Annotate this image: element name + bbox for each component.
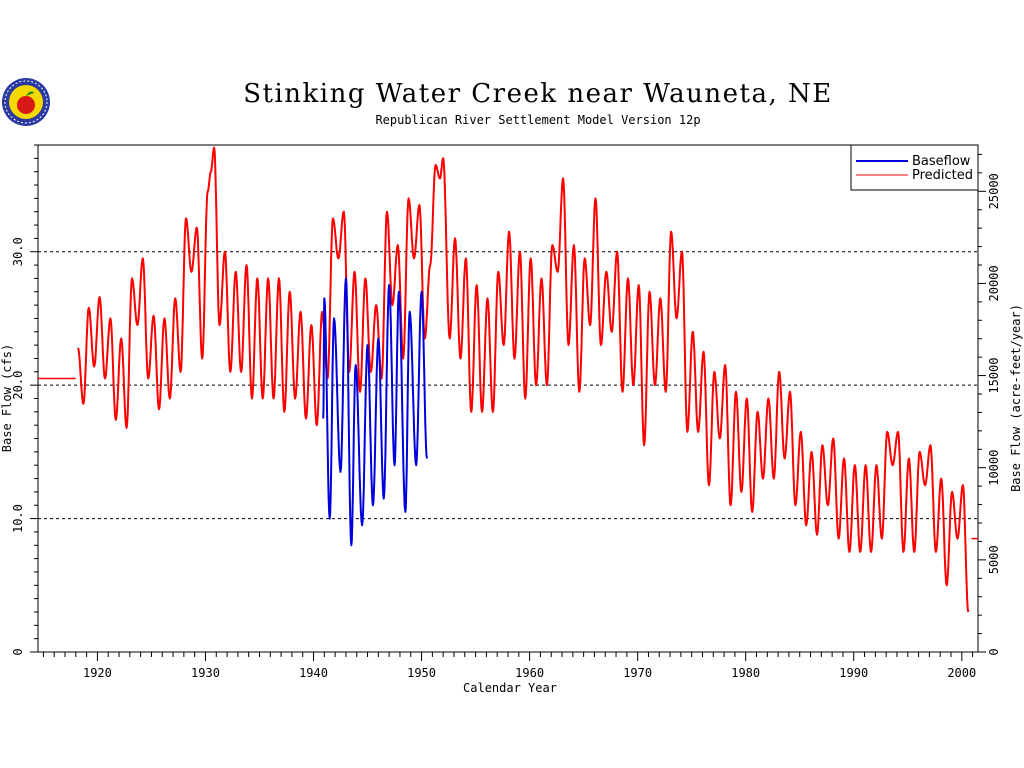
y-tick-label: 10.0 [11, 504, 25, 533]
y2-tick-label: 20000 [987, 265, 1001, 301]
x-tick-label: 1960 [515, 666, 544, 680]
chart-subtitle: Republican River Settlement Model Versio… [375, 113, 700, 127]
y-tick-label: 20.0 [11, 371, 25, 400]
y2-tick-label: 5000 [987, 545, 1001, 574]
y-axis-label-right: Base Flow (acre-feet/year) [1009, 304, 1023, 492]
series-layer [38, 146, 978, 613]
x-axis-label: Calendar Year [463, 681, 557, 695]
grid-lines [38, 251, 978, 520]
x-tick-label: 1970 [623, 666, 652, 680]
x-tick-label: 1930 [191, 666, 220, 680]
apple-seal-icon [2, 78, 50, 126]
y-tick-label: 30.0 [11, 237, 25, 266]
baseflow-series-line [322, 277, 428, 547]
y2-tick-label: 10000 [987, 450, 1001, 486]
y2-tick-label: 0 [987, 648, 1001, 655]
y2-tick-label: 15000 [987, 358, 1001, 394]
legend-label-baseflow: Baseflow [912, 154, 971, 169]
x-tick-label: 1920 [83, 666, 112, 680]
x-tick-label: 1980 [731, 666, 760, 680]
predicted-series-line [77, 146, 970, 613]
x-tick-label: 1950 [407, 666, 436, 680]
chart-title: Stinking Water Creek near Wauneta, NE [243, 79, 833, 109]
plot-frame [37, 144, 979, 653]
x-tick-label: 2000 [947, 666, 976, 680]
y2-tick-label: 25000 [987, 173, 1001, 209]
legend-box [850, 144, 979, 191]
axis-ticks: 1920 1930 1940 1950 1960 1970 1980 1990 2000010.… [11, 144, 1001, 680]
y-tick-label: 0 [11, 648, 25, 655]
x-tick-label: 1940 [299, 666, 328, 680]
x-tick-label: 1990 [839, 666, 868, 680]
legend-label-predicted: Predicted [912, 168, 973, 183]
y-axis-label-left: Base Flow (cfs) [0, 344, 14, 452]
legend: Baseflow Predicted [850, 144, 979, 191]
